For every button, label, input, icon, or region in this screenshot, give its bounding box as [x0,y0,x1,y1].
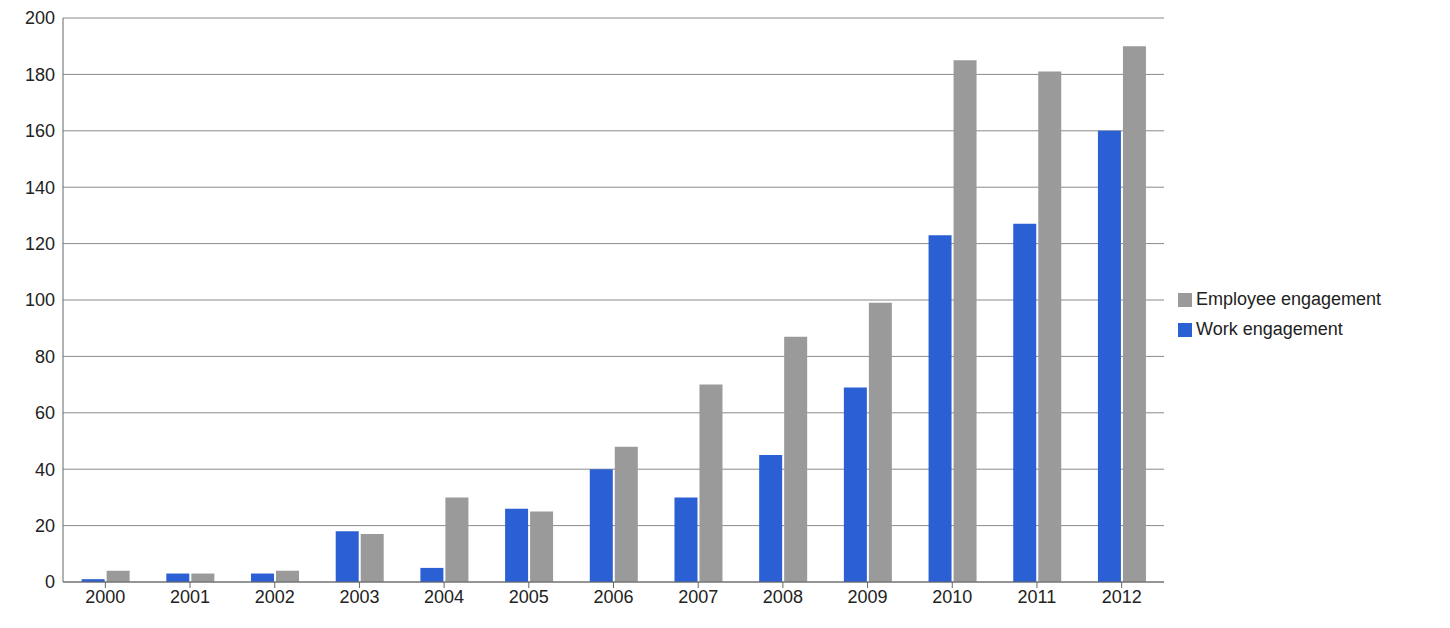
svg-text:2002: 2002 [255,587,295,607]
svg-text:20: 20 [35,516,55,536]
svg-text:180: 180 [25,65,55,85]
html-text:Employee engagement: Employee engagement [1196,289,1382,309]
svg-text:2011: 2011 [1018,587,1057,607]
svg-text:2000: 2000 [85,587,125,607]
svg-text:60: 60 [35,403,55,423]
svg-text:2009: 2009 [848,587,888,607]
svg-text:2006: 2006 [593,587,633,607]
svg-text:40: 40 [35,460,55,480]
svg-text:160: 160 [25,121,55,141]
svg-text:2007: 2007 [678,587,718,607]
svg-text:120: 120 [25,234,55,254]
svg-text:200: 200 [25,8,55,28]
svg-text:2010: 2010 [932,587,972,607]
svg-text:2005: 2005 [509,587,549,607]
svg-text:2001: 2001 [170,587,210,607]
svg-text:2008: 2008 [763,587,803,607]
svg-text:80: 80 [35,347,55,367]
svg-text:2003: 2003 [339,587,379,607]
svg-text:0: 0 [45,572,55,592]
html-text:Work engagement: Work engagement [1196,319,1343,339]
svg-text:2004: 2004 [424,587,464,607]
svg-text:140: 140 [25,178,55,198]
svg-text:100: 100 [25,290,55,310]
svg-text:2012: 2012 [1102,587,1142,607]
